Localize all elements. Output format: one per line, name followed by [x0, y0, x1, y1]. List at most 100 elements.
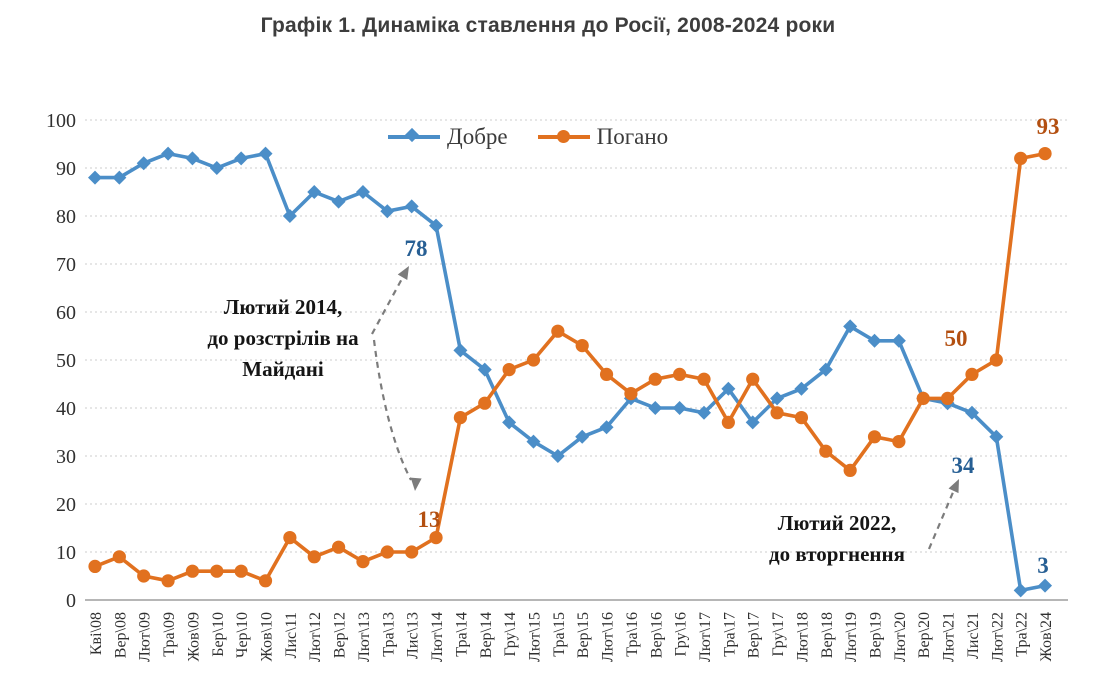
diamond-marker-icon: [818, 362, 833, 377]
circle-marker-icon: [941, 391, 955, 405]
data-label-bad-2022: 50: [944, 326, 968, 351]
series-line-circle: [94, 151, 1046, 583]
annotation-line: до вторгнення: [769, 542, 905, 566]
y-axis-tick-label: 60: [56, 302, 76, 324]
x-axis-tick-label: Жов\10: [259, 612, 276, 662]
x-axis-tick-label: Лют\15: [526, 612, 543, 662]
x-axis-tick-label: Лют\09: [137, 612, 154, 662]
diamond-marker-icon: [575, 429, 590, 444]
circle-marker-icon: [819, 444, 833, 458]
x-axis-tick-label: Гру\16: [673, 612, 690, 656]
circle-marker-icon: [502, 363, 516, 377]
circle-marker-icon: [405, 545, 419, 559]
x-axis-tick-label: Вер\17: [746, 612, 763, 658]
diamond-marker-icon: [794, 381, 809, 396]
diamond-marker-icon: [282, 209, 297, 223]
diamond-marker-icon: [867, 333, 882, 348]
legend-item-good: Добре: [388, 124, 508, 150]
diamond-marker-icon: [964, 405, 979, 420]
diamond-marker-icon: [307, 185, 322, 199]
x-axis-tick-label: Вер\15: [575, 612, 592, 658]
annotation-invasion-2022: Лютий 2022, до вторгнення: [737, 508, 937, 570]
x-axis-tick-label: Гру\14: [502, 612, 519, 656]
diamond-marker-icon: [477, 362, 492, 377]
diamond-marker-icon: [453, 343, 468, 358]
circle-marker-icon: [185, 564, 200, 578]
diamond-marker-icon: [648, 401, 663, 415]
diamond-marker-icon: [550, 449, 565, 463]
circle-marker-icon: [648, 372, 662, 386]
circle-marker-icon: [770, 406, 784, 420]
x-axis-tick-label: Кві\08: [88, 612, 105, 655]
circle-marker-icon: [551, 324, 565, 338]
y-axis-tick-label: 100: [46, 110, 76, 132]
y-axis-tick-label: 50: [56, 350, 76, 372]
arrow-to-34-head-icon: [948, 479, 959, 494]
diamond-marker-icon: [1013, 583, 1028, 598]
diamond-marker-icon: [599, 420, 614, 435]
diamond-marker-icon: [380, 204, 395, 219]
y-axis-tick-label: 10: [56, 542, 76, 564]
chart-legend: Добре Погано: [388, 124, 668, 150]
diamond-marker-icon: [502, 415, 517, 430]
x-axis-tick-label: Лют\17: [697, 612, 714, 662]
diamond-marker-icon: [355, 185, 370, 199]
circle-marker-icon: [283, 531, 297, 545]
y-axis-tick-label: 20: [56, 494, 76, 516]
circle-marker-icon: [161, 574, 175, 588]
circle-marker-icon: [356, 555, 370, 569]
diamond-marker-icon: [404, 127, 420, 143]
diamond-marker-icon: [185, 151, 200, 166]
x-axis-tick-label: Бер\10: [210, 612, 227, 657]
circle-marker-icon: [1014, 151, 1028, 165]
diamond-marker-icon: [745, 415, 760, 430]
circle-marker-icon: [332, 540, 346, 554]
x-axis-tick-label: Лют\16: [600, 612, 617, 662]
circle-marker-icon: [746, 372, 760, 386]
series-line-diamond: [95, 151, 1046, 593]
data-label-bad-2024: 93: [1036, 114, 1060, 139]
diamond-marker-icon: [258, 146, 273, 161]
diamond-marker-icon: [331, 194, 346, 209]
x-axis-tick-label: Лис\21: [965, 612, 982, 659]
annotation-line: до розстрілів на: [207, 326, 359, 350]
circle-marker-icon: [721, 415, 735, 429]
x-axis-tick-label: Жов\09: [185, 612, 202, 662]
diamond-marker-icon: [526, 434, 541, 449]
circle-marker-icon: [234, 564, 248, 578]
good-series-swatch-icon: [388, 127, 440, 145]
circle-marker-icon: [794, 411, 809, 425]
x-axis-tick-label: Лют\12: [307, 612, 324, 662]
annotation-maidan-2014: Лютий 2014, до розстрілів на Майдані: [160, 292, 406, 385]
x-axis-tick-label: Вер\19: [868, 612, 885, 658]
x-axis-tick-label: Вер\16: [648, 612, 665, 658]
bad-series-swatch-icon: [537, 129, 590, 145]
circle-marker-icon: [1038, 147, 1052, 161]
circle-marker-icon: [965, 367, 979, 381]
legend-label-bad: Погано: [596, 124, 669, 149]
x-axis-tick-label: Лис\13: [405, 612, 422, 659]
circle-marker-icon: [137, 569, 151, 583]
circle-marker-icon: [916, 391, 930, 405]
diamond-marker-icon: [429, 218, 444, 233]
x-axis-tick-label: Гру\17: [770, 612, 787, 656]
circle-marker-icon: [258, 574, 273, 588]
x-axis-tick-label: Лют\21: [941, 612, 958, 662]
data-label-good-2014: 78: [404, 236, 428, 261]
annotation-line: Майдані: [242, 357, 324, 381]
circle-marker-icon: [599, 367, 614, 381]
x-axis-tick-label: Лют\13: [356, 612, 373, 662]
circle-marker-icon: [624, 387, 638, 401]
circle-marker-icon: [989, 353, 1003, 367]
y-axis-tick-label: 30: [56, 446, 76, 468]
circle-marker-icon: [673, 367, 687, 381]
data-label-bad-2014: 13: [417, 507, 441, 532]
x-axis-tick-label: Лют\22: [989, 612, 1006, 662]
y-axis-tick-label: 90: [56, 158, 76, 180]
diamond-marker-icon: [843, 319, 858, 334]
y-axis-tick-label: 80: [56, 206, 76, 228]
annotation-line: Лютий 2022,: [777, 511, 897, 535]
legend-item-bad: Погано: [537, 124, 669, 150]
chart-title: Графік 1. Динаміка ставлення до Росії, 2…: [260, 14, 836, 37]
